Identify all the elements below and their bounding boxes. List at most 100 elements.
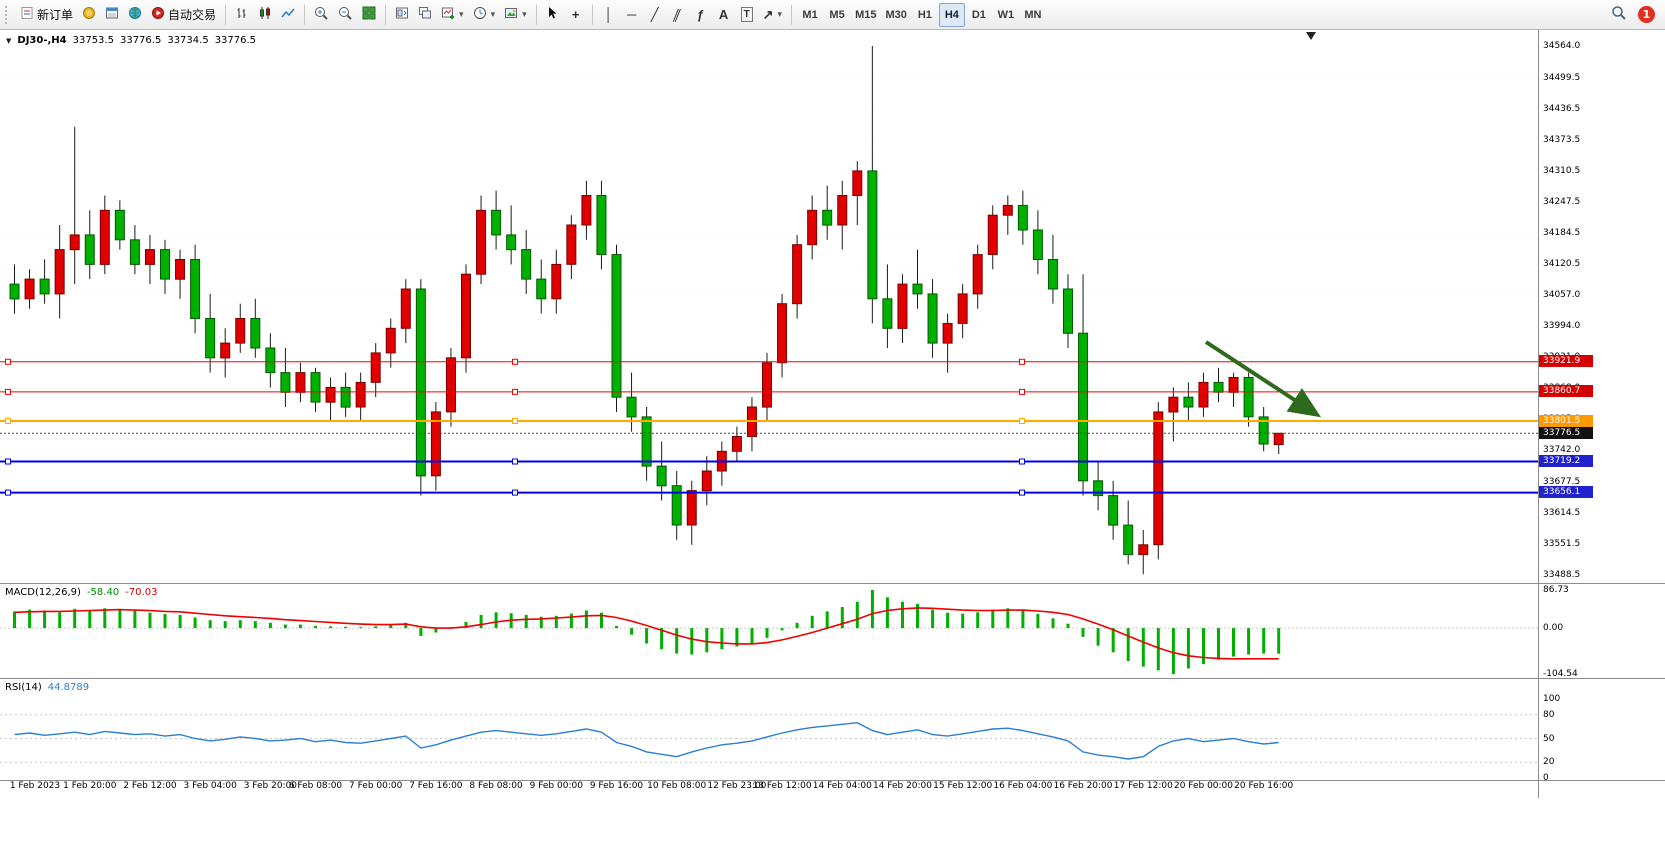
time-axis-label: 6 Feb 08:00 <box>288 781 343 791</box>
rsi-axis-label: 20 <box>1543 757 1555 768</box>
time-axis-label: 16 Feb 20:00 <box>1053 781 1113 791</box>
price-level-badge: 33719.2 <box>1539 455 1593 467</box>
timeframe-d1-button[interactable]: D1 <box>966 3 992 27</box>
time-axis-label: 9 Feb 16:00 <box>589 781 644 791</box>
timeframe-m30-button[interactable]: M30 <box>881 3 910 27</box>
timeframe-mn-button[interactable]: MN <box>1020 3 1046 27</box>
trendline-tool-button[interactable]: ╱ <box>644 3 666 27</box>
timeframe-h1-button[interactable]: H1 <box>912 3 938 27</box>
main-toolbar: 新订单 自动交易 <box>0 0 1665 30</box>
timeframe-m1-button[interactable]: M1 <box>797 3 823 27</box>
macd-axis[interactable]: 86.73 0.00 -104.54 <box>1539 584 1665 679</box>
cascade-windows-button[interactable] <box>414 3 436 27</box>
search-button[interactable] <box>1607 3 1631 27</box>
time-axis-label: 9 Feb 00:00 <box>529 781 583 791</box>
text-tool-button[interactable]: A <box>713 3 735 27</box>
macd-label: MACD(12,26,9) -58.40 -70.03 <box>5 587 157 598</box>
fibonacci-icon: ƒ <box>697 7 705 22</box>
horizontal-line-tool-button[interactable]: ─ <box>621 3 643 27</box>
price-axis-label: 34184.5 <box>1543 227 1581 238</box>
time-axis-label: 1 Feb 2023 <box>9 781 61 791</box>
time-axis-label: 12 Feb 23:00 <box>707 781 767 791</box>
notification-badge[interactable]: 1 <box>1638 6 1655 23</box>
time-axis-label: 14 Feb 04:00 <box>812 781 872 791</box>
price-axis-label: 33614.5 <box>1543 508 1581 518</box>
crosshair-tool-button[interactable]: + <box>565 3 587 27</box>
zoom-in-button[interactable] <box>310 3 333 27</box>
rsi-axis-label: 0 <box>1543 773 1549 783</box>
macd-name: MACD(12,26,9) <box>5 587 81 598</box>
arrows-tool-icon: ↗ <box>762 7 774 22</box>
vertical-line-tool-button[interactable]: │ <box>598 3 620 27</box>
autotrading-button[interactable]: 自动交易 <box>147 3 220 27</box>
time-axis-label: 7 Feb 16:00 <box>409 781 463 791</box>
label-tool-button[interactable]: T <box>736 3 758 27</box>
macd-indicator-chart[interactable] <box>0 584 1538 679</box>
navigator-button[interactable] <box>124 3 146 27</box>
price-axis[interactable]: 34564.0 34499.5 34436.5 34373.5 34310.5 34247… <box>1539 30 1665 583</box>
arrows-tool-button[interactable]: ↗ ▾ <box>759 3 786 27</box>
rsi-panel-separator[interactable] <box>0 678 1665 679</box>
cursor-tool-button[interactable] <box>542 3 564 27</box>
candlestick-chart-button[interactable] <box>254 3 276 27</box>
time-axis-label: 20 Feb 00:00 <box>1173 781 1234 791</box>
macd-signal-value: -70.03 <box>125 587 158 598</box>
autotrading-icon <box>151 6 165 23</box>
autotrading-label: 自动交易 <box>168 8 217 22</box>
rsi-axis-label: 80 <box>1543 709 1555 720</box>
tile-windows-icon <box>362 6 376 23</box>
timeframe-m5-button[interactable]: M5 <box>824 3 850 27</box>
time-axis-label: 1 Feb 20:00 <box>63 781 117 791</box>
time-axis[interactable]: 1 Feb 2023 1 Feb 20:00 2 Feb 12:00 3 Feb 04… <box>0 781 1538 797</box>
rsi-axis-label: 100 <box>1543 694 1561 704</box>
channel-tool-button[interactable]: ∥ <box>667 3 689 27</box>
rsi-axis-label: 50 <box>1543 733 1555 744</box>
rsi-axis[interactable]: 100 80 50 20 0 <box>1539 679 1665 783</box>
price-axis-label: 33488.5 <box>1543 570 1581 580</box>
toolbar-separator <box>225 4 227 25</box>
time-axis-label: 15 Feb 12:00 <box>933 781 993 791</box>
market-watch-button[interactable] <box>78 3 100 27</box>
timeframe-w1-button[interactable]: W1 <box>993 3 1019 27</box>
dropdown-arrow-icon: ▾ <box>777 9 783 19</box>
timeframe-h4-button[interactable]: H4 <box>938 2 965 27</box>
price-axis-label: 34436.5 <box>1543 103 1581 114</box>
vertical-line-icon: │ <box>604 7 613 22</box>
toolbar-grip <box>5 5 12 24</box>
chart-template-button[interactable]: ▾ <box>500 3 531 27</box>
close-value: 33776.5 <box>214 35 257 46</box>
line-chart-button[interactable] <box>277 3 299 27</box>
toolbar-separator <box>791 4 793 25</box>
one-click-trading-arrow-icon[interactable]: ▼ <box>6 36 12 45</box>
notification-count: 1 <box>1642 8 1651 21</box>
line-chart-icon <box>281 6 295 23</box>
auto-arrange-icon <box>395 6 409 23</box>
price-axis-label: 33742.0 <box>1543 445 1581 456</box>
tile-windows-button[interactable] <box>358 3 380 27</box>
price-axis-label: 34310.5 <box>1543 165 1581 176</box>
rsi-name: RSI(14) <box>5 682 42 693</box>
timeframe-m15-button[interactable]: M15 <box>851 3 880 27</box>
dropdown-arrow-icon: ▾ <box>522 9 527 19</box>
price-axis-label: 33994.0 <box>1543 321 1581 332</box>
main-price-chart[interactable] <box>0 30 1538 583</box>
period-clock-button[interactable]: ▾ <box>469 3 500 27</box>
candlestick-chart-icon <box>258 6 272 23</box>
cascade-windows-icon <box>418 6 432 23</box>
macd-panel-separator[interactable] <box>0 583 1665 584</box>
fibonacci-tool-button[interactable]: ƒ <box>690 3 712 27</box>
channel-icon: ∥ <box>671 7 684 22</box>
macd-axis-label: -104.54 <box>1543 669 1578 679</box>
zoom-out-button[interactable] <box>334 3 357 27</box>
price-axis-label: 34564.0 <box>1543 41 1581 51</box>
text-tool-icon: A <box>718 7 729 22</box>
new-order-button[interactable]: 新订单 <box>16 3 77 27</box>
rsi-indicator-chart[interactable] <box>0 679 1538 779</box>
rsi-label: RSI(14) 44.8789 <box>5 682 89 693</box>
dropdown-arrow-icon: ▾ <box>490 9 496 19</box>
auto-arrange-button[interactable] <box>391 3 413 27</box>
toolbar-separator <box>535 4 537 25</box>
data-window-button[interactable] <box>101 3 123 27</box>
new-chart-button[interactable]: ▾ <box>437 3 468 27</box>
bar-chart-button[interactable] <box>231 3 253 27</box>
